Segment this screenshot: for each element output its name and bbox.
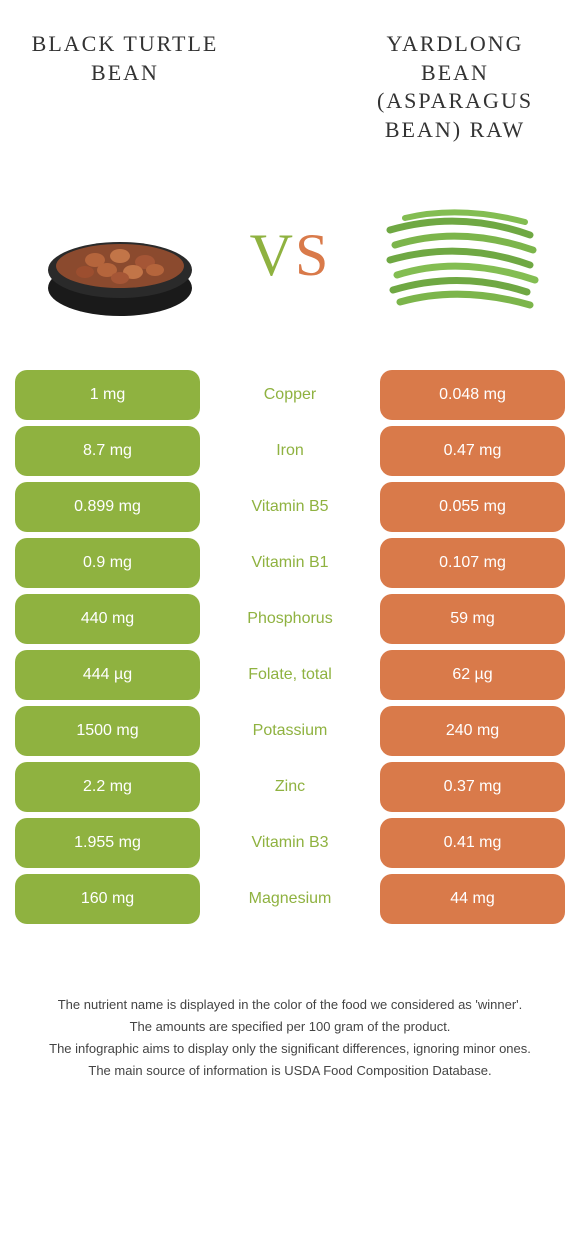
table-row: 444 µgFolate, total62 µg — [15, 650, 565, 700]
table-row: 1 mgCopper0.048 mg — [15, 370, 565, 420]
vs-label: VS — [250, 221, 331, 290]
infographic-container: BLACK TURTLE BEAN YARDLONG BEAN (ASPARAG… — [0, 0, 580, 1234]
table-row: 1.955 mgVitamin B30.41 mg — [15, 818, 565, 868]
right-value-cell: 0.055 mg — [380, 482, 565, 532]
nutrient-name-cell: Magnesium — [200, 874, 380, 924]
nutrient-name-cell: Vitamin B3 — [200, 818, 380, 868]
nutrient-name-cell: Vitamin B1 — [200, 538, 380, 588]
left-value-cell: 1 mg — [15, 370, 200, 420]
right-value-cell: 0.107 mg — [380, 538, 565, 588]
nutrient-name-cell: Iron — [200, 426, 380, 476]
left-value-cell: 1500 mg — [15, 706, 200, 756]
footer-line-2: The amounts are specified per 100 gram o… — [35, 1016, 545, 1038]
left-value-cell: 8.7 mg — [15, 426, 200, 476]
table-row: 160 mgMagnesium44 mg — [15, 874, 565, 924]
nutrient-name-cell: Copper — [200, 370, 380, 420]
table-row: 1500 mgPotassium240 mg — [15, 706, 565, 756]
nutrient-name-cell: Folate, total — [200, 650, 380, 700]
nutrient-name-cell: Phosphorus — [200, 594, 380, 644]
left-value-cell: 2.2 mg — [15, 762, 200, 812]
vs-v: V — [250, 221, 295, 290]
comparison-table: 1 mgCopper0.048 mg 8.7 mgIron0.47 mg 0.899… — [15, 370, 565, 924]
left-food-title: BLACK TURTLE BEAN — [25, 30, 225, 87]
table-row: 2.2 mgZinc0.37 mg — [15, 762, 565, 812]
left-value-cell: 444 µg — [15, 650, 200, 700]
nutrient-name-cell: Potassium — [200, 706, 380, 756]
nutrient-name-cell: Zinc — [200, 762, 380, 812]
footer-line-1: The nutrient name is displayed in the co… — [35, 994, 545, 1016]
right-value-cell: 59 mg — [380, 594, 565, 644]
table-row: 0.9 mgVitamin B10.107 mg — [15, 538, 565, 588]
right-value-cell: 0.37 mg — [380, 762, 565, 812]
right-value-cell: 44 mg — [380, 874, 565, 924]
footer-line-3: The infographic aims to display only the… — [35, 1038, 545, 1060]
right-food-title: YARDLONG BEAN (ASPARAGUS BEAN) RAW — [355, 30, 555, 144]
left-food-image — [35, 180, 205, 330]
right-food-image — [375, 180, 545, 330]
left-value-cell: 160 mg — [15, 874, 200, 924]
right-value-cell: 0.41 mg — [380, 818, 565, 868]
nutrient-name-cell: Vitamin B5 — [200, 482, 380, 532]
left-value-cell: 0.9 mg — [15, 538, 200, 588]
illustration-row: VS — [15, 160, 565, 350]
table-row: 8.7 mgIron0.47 mg — [15, 426, 565, 476]
right-value-cell: 0.47 mg — [380, 426, 565, 476]
footer-line-4: The main source of information is USDA F… — [35, 1060, 545, 1082]
right-value-cell: 62 µg — [380, 650, 565, 700]
right-value-cell: 240 mg — [380, 706, 565, 756]
left-value-cell: 440 mg — [15, 594, 200, 644]
left-value-cell: 1.955 mg — [15, 818, 200, 868]
table-row: 440 mgPhosphorus59 mg — [15, 594, 565, 644]
header: BLACK TURTLE BEAN YARDLONG BEAN (ASPARAG… — [15, 20, 565, 160]
footer-notes: The nutrient name is displayed in the co… — [15, 994, 565, 1082]
left-value-cell: 0.899 mg — [15, 482, 200, 532]
table-row: 0.899 mgVitamin B50.055 mg — [15, 482, 565, 532]
right-value-cell: 0.048 mg — [380, 370, 565, 420]
vs-s: S — [295, 221, 330, 290]
